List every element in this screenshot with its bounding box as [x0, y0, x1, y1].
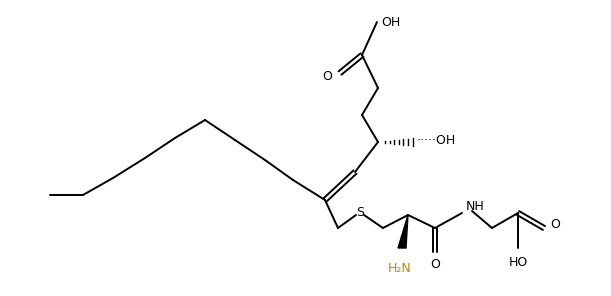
Text: O: O	[322, 70, 332, 83]
Text: O: O	[550, 218, 560, 231]
Text: NH: NH	[466, 200, 485, 213]
Text: HO: HO	[508, 256, 528, 269]
Text: ·····OH: ·····OH	[417, 133, 456, 147]
Text: S: S	[356, 207, 364, 220]
Text: O: O	[430, 258, 440, 271]
Text: H₂N: H₂N	[388, 262, 412, 275]
Text: OH: OH	[381, 16, 400, 29]
Polygon shape	[398, 215, 408, 248]
